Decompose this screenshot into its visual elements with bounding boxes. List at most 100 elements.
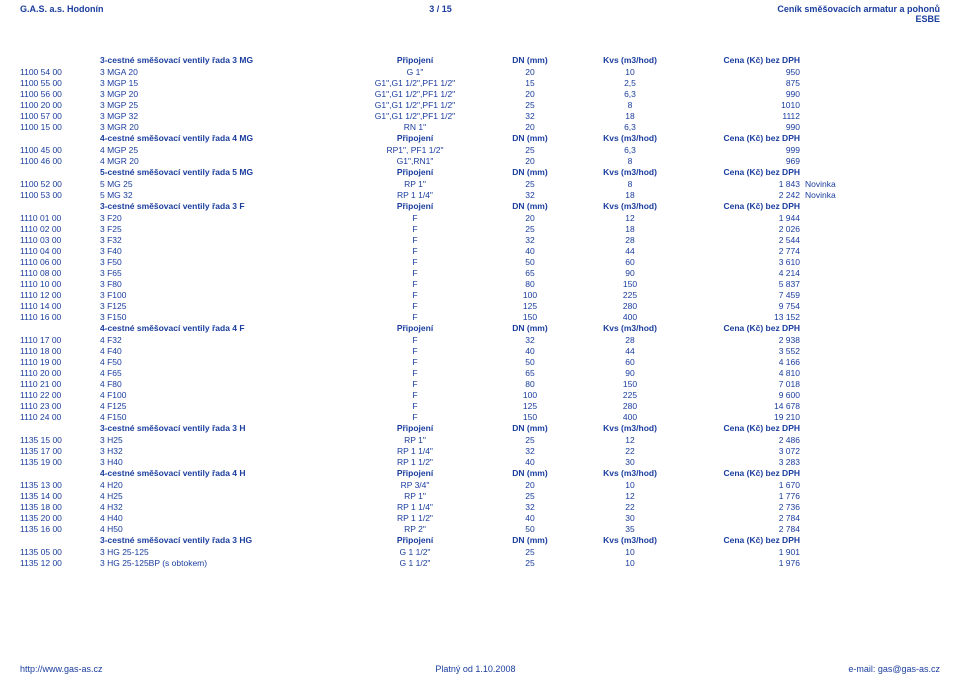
col-code: [20, 167, 100, 177]
cell-kvs: 8: [580, 179, 680, 189]
page-header: G.A.S. a.s. Hodonín 3 / 15 Ceník směšova…: [0, 0, 960, 24]
col-conn-header: Připojení: [350, 55, 480, 65]
cell-kvs: 22: [580, 446, 680, 456]
cell-name: 3 F40: [100, 246, 350, 256]
cell-conn: G1",G1 1/2",PF1 1/2": [350, 89, 480, 99]
cell-conn: RP 1 1/4": [350, 502, 480, 512]
footer-center: Platný od 1.10.2008: [435, 664, 515, 674]
cell-name: 4 F80: [100, 379, 350, 389]
col-price-header: Cena (Kč) bez DPH: [680, 133, 800, 143]
cell-note: [800, 335, 865, 345]
cell-code: 1100 45 00: [20, 145, 100, 155]
table-row: 1135 13 004 H20RP 3/4"20101 670: [20, 479, 940, 490]
table-row: 1110 01 003 F20F20121 944: [20, 212, 940, 223]
cell-dn: 32: [480, 335, 580, 345]
col-price-header: Cena (Kč) bez DPH: [680, 323, 800, 333]
section-header: 4-cestné směšovací ventily řada 4 MGPřip…: [20, 132, 940, 144]
cell-note: [800, 213, 865, 223]
footer-right: e-mail: gas@gas-as.cz: [848, 664, 940, 674]
cell-kvs: 150: [580, 379, 680, 389]
cell-kvs: 400: [580, 312, 680, 322]
cell-code: 1110 14 00: [20, 301, 100, 311]
cell-name: 4 F50: [100, 357, 350, 367]
col-note: [800, 55, 865, 65]
cell-conn: F: [350, 290, 480, 300]
cell-code: 1110 19 00: [20, 357, 100, 367]
cell-code: 1135 14 00: [20, 491, 100, 501]
cell-kvs: 28: [580, 335, 680, 345]
cell-code: 1110 18 00: [20, 346, 100, 356]
cell-conn: F: [350, 379, 480, 389]
cell-price: 13 152: [680, 312, 800, 322]
table-row: 1135 18 004 H32RP 1 1/4"32222 736: [20, 501, 940, 512]
cell-conn: F: [350, 357, 480, 367]
cell-price: 3 283: [680, 457, 800, 467]
table-row: 1110 14 003 F125F1252809 754: [20, 300, 940, 311]
section-header: 4-cestné směšovací ventily řada 4 HPřipo…: [20, 467, 940, 479]
cell-conn: F: [350, 346, 480, 356]
cell-conn: F: [350, 401, 480, 411]
col-code: [20, 133, 100, 143]
cell-price: 14 678: [680, 401, 800, 411]
cell-note: [800, 224, 865, 234]
col-dn-header: DN (mm): [480, 201, 580, 211]
cell-name: 4 H40: [100, 513, 350, 523]
cell-name: 3 MGP 25: [100, 100, 350, 110]
cell-kvs: 30: [580, 513, 680, 523]
section-title: 3-cestné směšovací ventily řada 3 F: [100, 201, 350, 211]
cell-conn: G 1": [350, 67, 480, 77]
cell-kvs: 12: [580, 491, 680, 501]
col-conn-header: Připojení: [350, 201, 480, 211]
cell-price: 2 486: [680, 435, 800, 445]
cell-note: [800, 100, 865, 110]
cell-name: 4 F100: [100, 390, 350, 400]
cell-price: 1 976: [680, 558, 800, 568]
cell-price: 2 242: [680, 190, 800, 200]
cell-code: 1110 02 00: [20, 224, 100, 234]
table-row: 1110 10 003 F80F801505 837: [20, 278, 940, 289]
cell-code: 1110 16 00: [20, 312, 100, 322]
cell-conn: F: [350, 257, 480, 267]
table-row: 1110 18 004 F40F40443 552: [20, 345, 940, 356]
cell-price: 5 837: [680, 279, 800, 289]
cell-name: 3 F80: [100, 279, 350, 289]
cell-name: 3 F65: [100, 268, 350, 278]
col-price-header: Cena (Kč) bez DPH: [680, 468, 800, 478]
col-kvs-header: Kvs (m3/hod): [580, 133, 680, 143]
cell-conn: RP 1 1/4": [350, 446, 480, 456]
cell-price: 4 214: [680, 268, 800, 278]
col-price-header: Cena (Kč) bez DPH: [680, 535, 800, 545]
cell-note: [800, 111, 865, 121]
cell-kvs: 400: [580, 412, 680, 422]
cell-dn: 100: [480, 290, 580, 300]
cell-dn: 32: [480, 190, 580, 200]
cell-note: [800, 558, 865, 568]
cell-conn: G1",G1 1/2",PF1 1/2": [350, 78, 480, 88]
cell-code: 1100 52 00: [20, 179, 100, 189]
cell-conn: F: [350, 412, 480, 422]
table-row: 1100 20 003 MGP 25G1",G1 1/2",PF1 1/2"25…: [20, 99, 940, 110]
cell-note: [800, 301, 865, 311]
cell-name: 5 MG 32: [100, 190, 350, 200]
cell-note: [800, 457, 865, 467]
cell-kvs: 6,3: [580, 122, 680, 132]
table-row: 1135 19 003 H40RP 1 1/2"40303 283: [20, 456, 940, 467]
cell-price: 4 166: [680, 357, 800, 367]
cell-dn: 32: [480, 235, 580, 245]
cell-note: [800, 346, 865, 356]
cell-note: [800, 122, 865, 132]
cell-price: 1 843: [680, 179, 800, 189]
page-footer: http://www.gas-as.cz Platný od 1.10.2008…: [20, 664, 940, 674]
cell-conn: RP 1 1/2": [350, 513, 480, 523]
cell-kvs: 30: [580, 457, 680, 467]
cell-price: 1 670: [680, 480, 800, 490]
cell-kvs: 10: [580, 67, 680, 77]
cell-name: 3 H40: [100, 457, 350, 467]
cell-kvs: 8: [580, 100, 680, 110]
col-code: [20, 468, 100, 478]
table-row: 1110 08 003 F65F65904 214: [20, 267, 940, 278]
cell-price: 990: [680, 89, 800, 99]
cell-dn: 150: [480, 412, 580, 422]
cell-note: [800, 290, 865, 300]
cell-name: 4 F65: [100, 368, 350, 378]
